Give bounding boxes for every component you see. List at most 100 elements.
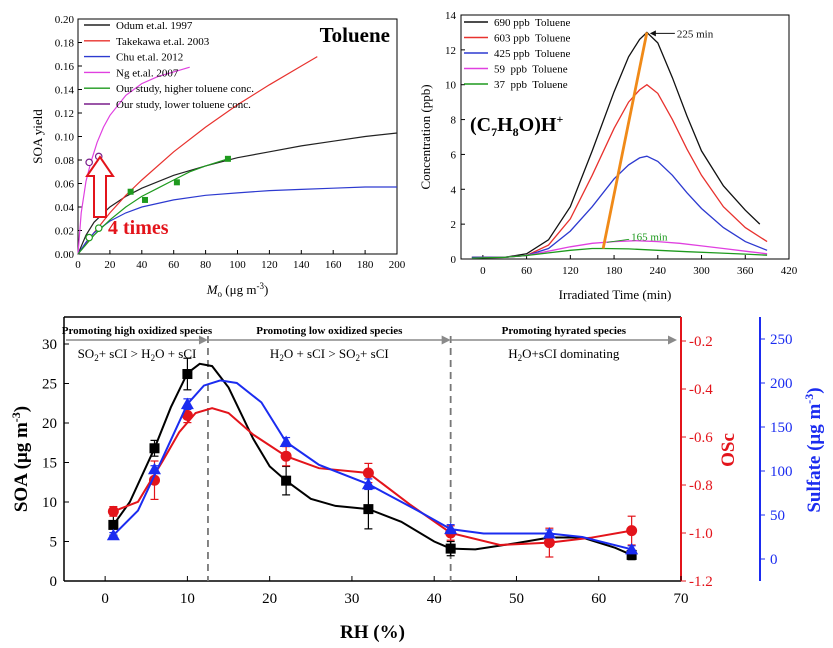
y-tick-label: 6 [451, 149, 457, 161]
x-axis-label: RH (%) [340, 622, 405, 643]
annotation-4-times: 4 times [108, 217, 169, 239]
x-tick-label: 300 [693, 265, 710, 277]
region-header: Promoting hyrated species [502, 325, 627, 337]
data-point [224, 155, 231, 162]
trend-line [601, 32, 649, 249]
y-tick-label: 10 [42, 495, 57, 511]
data-point-sulfate [279, 435, 293, 447]
y-tick-label: 20 [42, 416, 57, 432]
y-axis-label: Concentration (ppb) [418, 84, 433, 189]
y-tick-label: 14 [445, 10, 457, 22]
y-axis-label-sulfate: Sulfate (μg m-3) [802, 387, 825, 512]
sulfate-tick-label: 150 [770, 420, 793, 436]
data-point-soa [363, 504, 374, 515]
x-tick-label: 160 [325, 259, 342, 271]
data-point-osc [362, 467, 374, 479]
data-point [85, 158, 93, 167]
data-point-soa [149, 443, 160, 454]
x-tick-label: 100 [229, 259, 246, 271]
series-line [471, 155, 768, 258]
x-tick-label: 0 [101, 591, 109, 607]
x-tick-label: 0 [480, 265, 486, 277]
legend-label: 425 ppb Toluene [494, 48, 570, 60]
y-axis-label-osc: OSc [718, 433, 739, 467]
region-label: H2​O + sCI > SO2​+ sCI [270, 346, 389, 363]
sulfate-tick-label: 0 [770, 552, 778, 568]
x-tick-label: 20 [104, 259, 116, 271]
x-tick-label: 40 [136, 259, 148, 271]
data-point-sulfate [147, 462, 161, 475]
data-point-sulfate [542, 526, 556, 539]
panel-soa-yield: 0 20 40 60 80 100 120 140 160 180 200 0.00 0.02 0.04 0… [30, 14, 406, 299]
y-tick-label: 0 [50, 574, 58, 590]
x-tick-label: 200 [389, 259, 406, 271]
plot-frame [460, 14, 790, 260]
x-tick-label: 60 [521, 265, 533, 277]
y-tick-label: 0.08 [55, 155, 75, 167]
arrow-head-icon [649, 30, 656, 37]
y-tick-label: 0.18 [55, 38, 75, 50]
x-tick-label: 0 [75, 259, 81, 271]
data-point [127, 188, 134, 195]
chart-title: Toluene [320, 23, 390, 47]
legend-label: Odum et.al. 1997 [116, 20, 193, 32]
legend-label: 603 ppb Toluene [494, 33, 570, 45]
data-point-osc [181, 409, 193, 421]
legend-label: Our study, higher toluene conc. [116, 83, 254, 95]
y-tick-label: 5 [50, 535, 58, 551]
legend-label: 690 ppb Toluene [494, 17, 570, 29]
x-tick-label: 20 [262, 591, 277, 607]
annotation-225-min: 225 min [677, 28, 714, 40]
x-tick-label: 80 [200, 259, 212, 271]
data-point-soa [281, 475, 292, 486]
y-axis-label-soa: SOA (μg m-3) [9, 406, 32, 512]
y-tick-label: 0.00 [55, 249, 75, 261]
y-tick-label: 25 [42, 377, 57, 393]
legend-label: 37 ppb Toluene [494, 79, 568, 91]
osc-tick-label: -1.2 [689, 574, 713, 590]
x-tick-label: 140 [293, 259, 310, 271]
series-line [471, 31, 761, 258]
data-point-soa [626, 549, 637, 560]
data-point-osc [280, 450, 292, 462]
y-tick-label: 0.02 [55, 226, 74, 238]
y-tick-label: 0.06 [55, 179, 75, 191]
y-tick-label: 30 [42, 337, 57, 353]
arrow-head-icon [198, 335, 208, 345]
region-label: SO2​+ sCI > H2​O + sCI [78, 346, 197, 363]
y-tick-label: 0.20 [55, 14, 75, 26]
species-label: (C7H8O)H+ [470, 112, 563, 139]
x-tick-label: 70 [674, 591, 689, 607]
series-fit-line [112, 362, 632, 556]
x-tick-label: 240 [650, 265, 667, 277]
y-tick-label: 12 [445, 45, 456, 57]
x-tick-label: 180 [606, 265, 623, 277]
y-tick-label: 0 [451, 254, 457, 266]
data-point [173, 179, 180, 186]
data-point-osc [626, 525, 638, 537]
y-tick-label: 0.12 [55, 108, 74, 120]
panel-rh-dependence: 0 10 20 30 40 50 60 70 0 5 10 15 20 25 30 -0.2 -0.4 -0.6 -… [9, 316, 825, 643]
y-tick-label: 0.10 [55, 132, 75, 144]
arrow-head-icon [668, 335, 677, 345]
x-tick-label: 360 [737, 265, 754, 277]
x-tick-label: 120 [261, 259, 278, 271]
series-fit-line [112, 379, 632, 551]
legend-label: Chu et.al. 2012 [116, 52, 183, 64]
sulfate-tick-label: 100 [770, 464, 793, 480]
y-tick-label: 2 [451, 219, 457, 231]
series-line [471, 247, 768, 259]
x-tick-label: 180 [357, 259, 374, 271]
data-point-soa [108, 519, 119, 530]
arrow-head-icon [441, 335, 451, 345]
series-line [77, 66, 190, 255]
y-tick-label: 0.14 [55, 85, 75, 97]
data-point-osc [543, 537, 555, 549]
data-point-sulfate [444, 522, 458, 535]
osc-tick-label: -0.8 [689, 478, 713, 494]
x-tick-label: 60 [168, 259, 180, 271]
annotation-arrow [607, 238, 630, 243]
sulfate-tick-label: 200 [770, 376, 793, 392]
legend-label: Takekawa et.al. 2003 [116, 36, 210, 48]
region-label: H2​O+sCI dominating [508, 346, 620, 363]
